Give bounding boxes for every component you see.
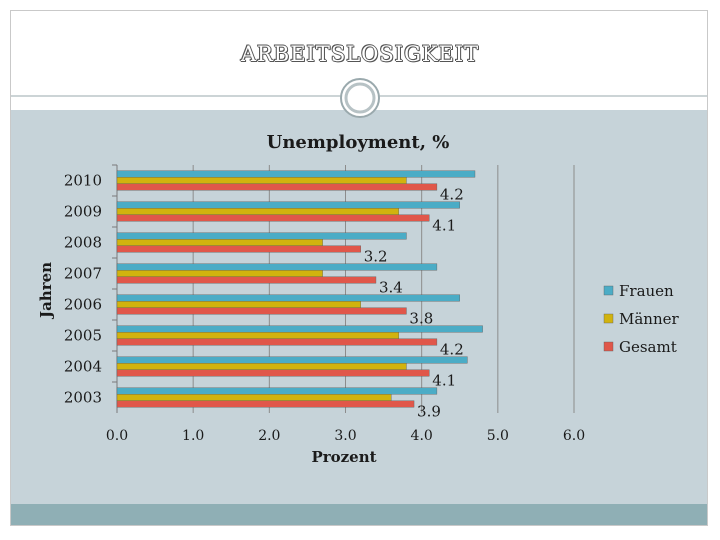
labels-layer: 2010 4.2 2009 4.1 2008 3.2 2007 3.4 2006 3.8 2005 4… [64,172,464,421]
bar-gesamt [116,183,438,191]
legend-swatch [603,285,614,296]
data-label: 4.2 [440,340,464,358]
bar-frauen [116,294,460,302]
data-label: 4.2 [440,185,464,203]
bar-männer [116,208,400,215]
bar-gesamt [116,400,415,408]
bar-männer [116,270,323,277]
bar-frauen [116,170,476,178]
grid-layer: 0.0 1.0 2.0 3.0 4.0 5.0 6.0 [106,164,585,444]
bar-männer [116,332,400,339]
y-tick-label: 2006 [64,296,102,314]
bar-gesamt [116,338,438,346]
y-tick-label: 2005 [64,327,102,345]
legend-label: Frauen [619,282,674,300]
legend: Frauen Männer Gesamt [603,282,680,356]
x-tick-label: 2.0 [258,428,280,444]
legend-label: Männer [619,310,680,328]
bar-frauen [116,263,438,271]
x-axis-title: Prozent [311,448,376,466]
x-tick-label: 4.0 [411,428,433,444]
bar-männer [116,394,392,401]
legend-swatch [603,313,614,324]
x-tick-label: 5.0 [487,428,509,444]
data-label: 4.1 [432,216,456,234]
y-tick-label: 2008 [64,234,102,252]
data-label: 3.9 [417,402,441,420]
bar-frauen [116,232,407,240]
chart-title: Unemployment, % [267,132,450,153]
y-tick-label: 2009 [64,203,102,221]
x-tick-label: 1.0 [182,428,204,444]
data-label: 3.2 [364,247,388,265]
y-tick-label: 2007 [64,265,102,283]
data-label: 3.4 [379,278,403,296]
bar-gesamt [116,276,377,284]
data-label: 4.1 [432,371,456,389]
bar-männer [116,363,407,370]
bar-frauen [116,356,468,364]
footer-band [11,504,707,525]
y-tick-label: 2003 [64,389,102,407]
bar-männer [116,239,323,246]
data-label: 3.8 [409,309,433,327]
legend-label: Gesamt [619,338,677,356]
legend-swatch [603,341,614,352]
x-tick-label: 3.0 [334,428,356,444]
y-tick-label: 2010 [64,172,102,190]
x-tick-label: 0.0 [106,428,128,444]
x-tick-label: 6.0 [563,428,585,444]
y-axis-title: Jahren [37,262,55,320]
y-tick-label: 2004 [64,358,102,376]
bar-gesamt [116,245,361,253]
bar-gesamt [116,214,430,222]
bar-männer [116,177,407,184]
bar-gesamt [116,307,407,315]
bar-frauen [116,201,460,209]
bar-männer [116,301,361,308]
slide-title: arbeitslosigkeit [240,34,480,69]
ring-ornament-icon [340,78,380,118]
bar-gesamt [116,369,430,377]
bars-layer [116,170,483,408]
bar-frauen [116,387,438,395]
